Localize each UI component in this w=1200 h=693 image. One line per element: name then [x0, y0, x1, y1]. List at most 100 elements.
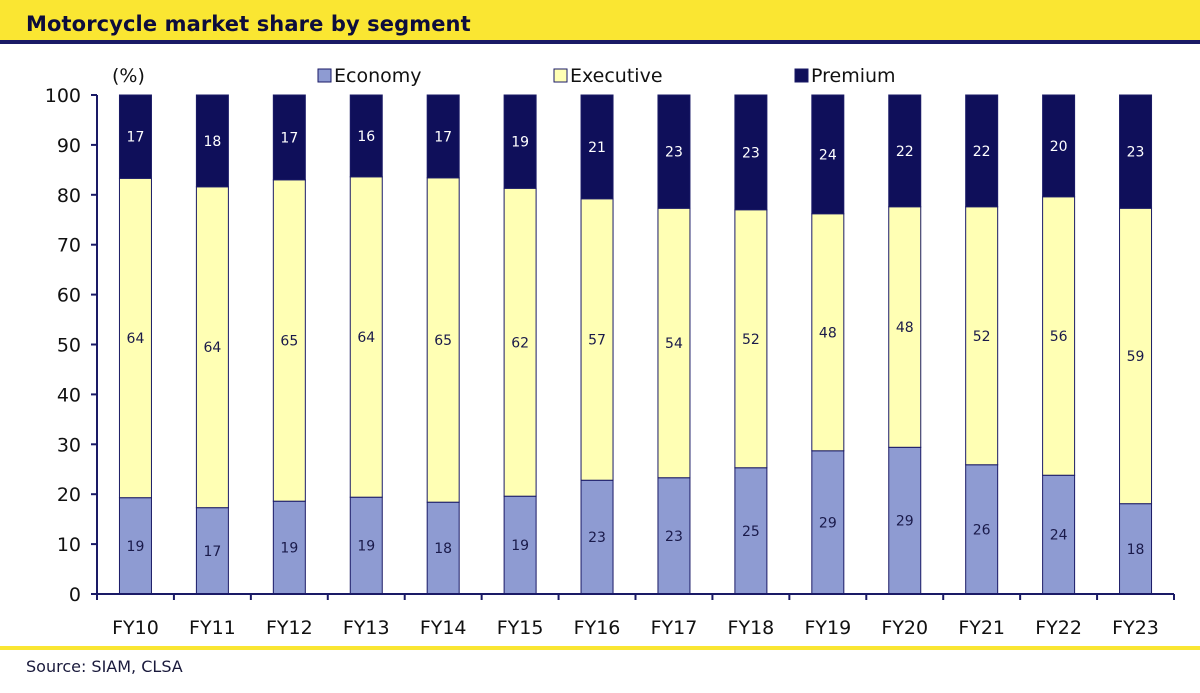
data-label-premium: 19	[511, 135, 529, 151]
bar-segment-economy	[272, 500, 306, 595]
bar-segment-premium	[965, 94, 999, 208]
bar-segment-economy	[811, 450, 845, 595]
data-label-executive: 57	[588, 333, 606, 349]
data-label-economy: 19	[357, 539, 375, 555]
bar-segment-executive	[1042, 196, 1076, 476]
stacked-bar-chart: Economy Executive Premium (%) 0 10 20 30 40 50 6…	[45, 65, 1175, 639]
data-label-economy: 23	[665, 529, 683, 545]
data-label-executive: 64	[357, 330, 375, 346]
bar-segment-executive	[426, 177, 460, 503]
data-label-economy: 19	[127, 539, 145, 555]
data-label-premium: 23	[742, 145, 760, 161]
bar-segment-executive	[734, 209, 768, 469]
x-tick-label: FY21	[958, 617, 1005, 639]
bar-stack-fy17: 23 54 23	[657, 94, 691, 595]
bar-segment-economy	[349, 496, 383, 595]
title-bar: Motorcycle market share by segment	[0, 0, 1200, 44]
bar-stack-fy12: 19 65 17	[272, 94, 306, 595]
x-tick-label: FY19	[804, 617, 851, 639]
data-label-economy: 18	[1127, 542, 1145, 558]
bar-stack-fy11: 17 64 18	[195, 94, 229, 595]
x-tick-label: FY11	[189, 617, 236, 639]
data-label-premium: 23	[1127, 145, 1145, 161]
bar-segment-premium	[734, 94, 768, 211]
bar-segment-premium	[195, 94, 229, 188]
data-label-premium: 17	[280, 130, 298, 146]
data-label-executive: 52	[973, 329, 991, 345]
bar-segment-executive	[503, 187, 537, 497]
data-label-premium: 23	[665, 145, 683, 161]
data-label-economy: 18	[434, 541, 452, 557]
x-tick-label: FY14	[420, 617, 467, 639]
legend-label-premium: Premium	[811, 65, 896, 87]
y-tick-label: 30	[57, 434, 81, 456]
legend-swatch-economy	[317, 68, 332, 83]
data-label-executive: 59	[1127, 349, 1145, 365]
y-tick-label: 0	[69, 584, 81, 606]
bar-segment-executive	[272, 179, 306, 502]
x-tick-label: FY13	[343, 617, 390, 639]
y-tick-label: 40	[57, 384, 81, 406]
data-label-premium: 16	[357, 129, 375, 145]
bar-segment-premium	[349, 94, 383, 178]
data-label-executive: 64	[127, 331, 145, 347]
bar-segment-premium	[1119, 94, 1153, 209]
legend-swatch-executive	[553, 68, 568, 83]
data-label-executive: 64	[203, 340, 221, 356]
bar-stack-fy18: 25 52 23	[734, 94, 768, 595]
bar-segment-economy	[965, 464, 999, 595]
bar-segment-economy	[503, 495, 537, 595]
y-tick-label: 20	[57, 484, 81, 506]
bar-segment-premium	[118, 94, 152, 179]
data-label-executive: 62	[511, 335, 529, 351]
legend-swatch-premium	[794, 68, 809, 83]
bar-stack-fy23: 18 59 23	[1119, 94, 1153, 595]
data-label-executive: 52	[742, 332, 760, 348]
data-label-executive: 48	[896, 320, 914, 336]
y-axis-label: (%)	[112, 65, 145, 87]
legend: Economy Executive Premium	[317, 65, 896, 87]
data-label-premium: 17	[127, 130, 145, 146]
bar-segment-economy	[580, 479, 614, 595]
x-tick-label: FY15	[497, 617, 544, 639]
y-axis: 0 10 20 30 40 50 60 70 80 90 100	[45, 85, 98, 606]
bar-segment-economy	[1042, 474, 1076, 595]
data-label-executive: 65	[434, 333, 452, 349]
data-label-premium: 20	[1050, 139, 1068, 155]
bar-stack-fy10: 19 64 17	[118, 94, 152, 595]
bar-segment-premium	[657, 94, 691, 209]
bar-segment-economy	[1119, 503, 1153, 595]
source-note: Source: SIAM, CLSA	[26, 657, 183, 676]
bar-stack-fy19: 29 48 24	[811, 94, 845, 595]
data-label-economy: 17	[203, 544, 221, 560]
x-tick-label: FY12	[266, 617, 313, 639]
data-label-executive: 54	[665, 336, 683, 352]
y-tick-label: 100	[45, 85, 81, 107]
bar-stack-fy22: 24 56 20	[1042, 94, 1076, 595]
data-label-economy: 19	[280, 541, 298, 557]
bar-segment-premium	[1042, 94, 1076, 198]
x-tick-label: FY10	[112, 617, 159, 639]
legend-label-economy: Economy	[334, 65, 422, 87]
bar-segment-economy	[118, 497, 152, 595]
y-tick-label: 80	[57, 185, 81, 207]
data-label-economy: 24	[1050, 528, 1068, 544]
data-label-premium: 18	[203, 134, 221, 150]
bar-segment-economy	[734, 467, 768, 595]
y-tick-label: 90	[57, 135, 81, 157]
bar-stack-fy20: 29 48 22	[888, 94, 922, 595]
bar-stack-fy15: 19 62 19	[503, 94, 537, 595]
bottom-rule	[0, 646, 1200, 650]
data-label-economy: 26	[973, 522, 991, 538]
legend-label-executive: Executive	[570, 65, 663, 87]
data-label-executive: 48	[819, 325, 837, 341]
bar-segment-executive	[888, 206, 922, 448]
data-label-economy: 25	[742, 524, 760, 540]
bars: 19 64 17 17 64 18 19 65 17 19 64 16 18 65 17 19 62 19 23 57…	[118, 94, 1153, 595]
bar-segment-executive	[657, 207, 691, 479]
bar-segment-executive	[1119, 207, 1153, 505]
data-label-premium: 17	[434, 129, 452, 145]
data-label-economy: 19	[511, 538, 529, 554]
bar-segment-premium	[426, 94, 460, 179]
bar-stack-fy16: 23 57 21	[580, 94, 614, 595]
